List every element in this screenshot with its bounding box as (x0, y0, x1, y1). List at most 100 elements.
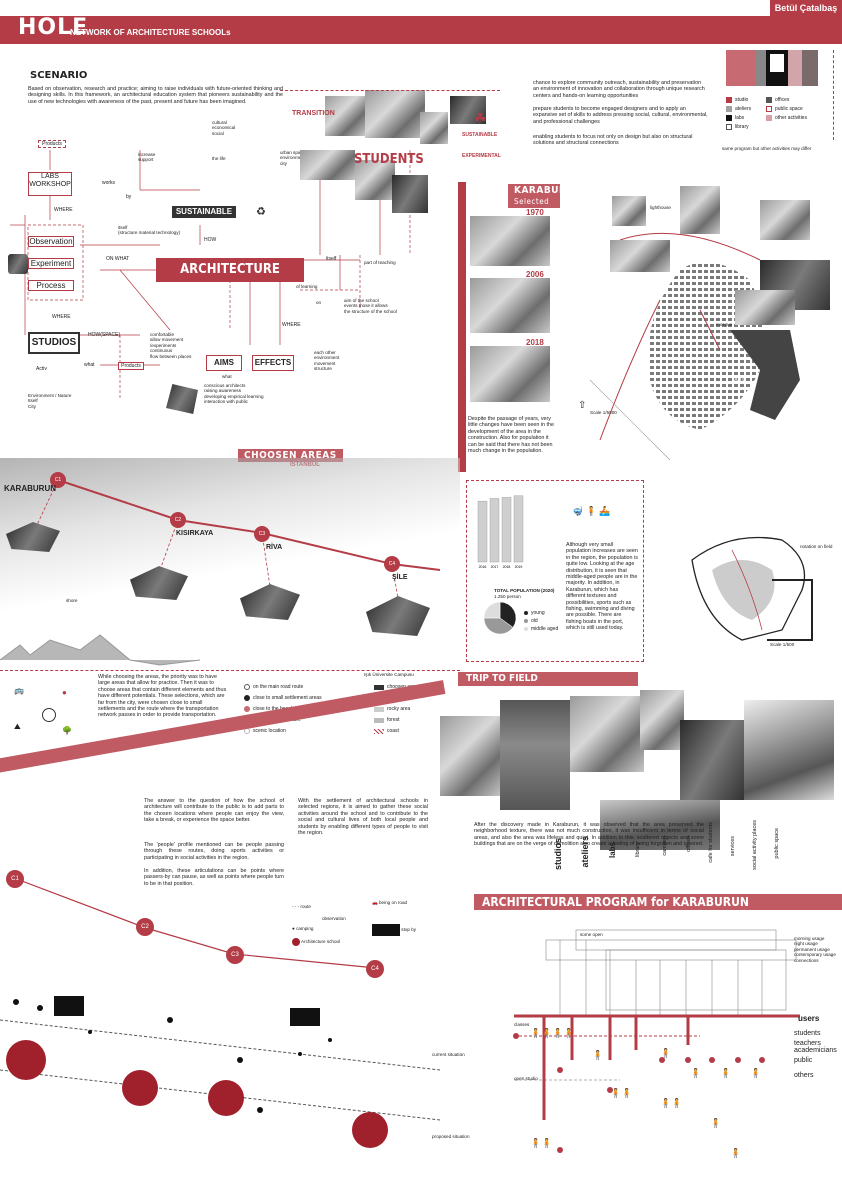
station-current: current situation (432, 1052, 465, 1057)
chosen-c2-label: C2 (174, 517, 182, 523)
program-col-canteen: canteen (662, 836, 668, 856)
collage-students: STUDENTS (354, 152, 424, 167)
collage-photo-1 (325, 96, 365, 136)
program-structure (513, 929, 800, 1153)
diagram-cultural: cultural economical social (212, 120, 236, 136)
station-route (13, 877, 377, 969)
diagram-works: works (102, 180, 116, 186)
legend-studio: studio (726, 97, 748, 103)
program-col-studios: studios (553, 838, 563, 871)
collage-photo-5 (300, 150, 355, 180)
label-lighthouse: lighthouse (650, 205, 671, 210)
population-bar (477, 500, 488, 563)
diagram-on: on (316, 300, 322, 305)
trip-photo-1 (440, 716, 502, 796)
collage-photo-7 (392, 175, 428, 213)
program-people-icons: 🧍🧍 🧍🧍 🧍 🧍 🧍 🧍 🧍 🧍🧍 🧍🧍 🧍 🧍🧍 🧍 (530, 1028, 762, 1158)
diagram-labs-label: LABS WORKSHOP (29, 173, 71, 188)
station-c4: C4 (366, 960, 384, 978)
diagram-arch-school-label: ARCHITECTURE SCHOOL (180, 262, 280, 301)
diagram-what2: what (222, 374, 232, 379)
program-legend-connections: connections (794, 957, 819, 963)
year-2006: 2006 (526, 270, 544, 279)
karaburun-photo-6 (735, 290, 795, 325)
chosen-legend-item-4: scenic location (244, 728, 364, 734)
station-c1: C1 (6, 870, 24, 888)
station-c3: C3 (226, 946, 244, 964)
diagram-activ: Activ (36, 366, 47, 372)
program-legend-night: night usage (794, 941, 818, 947)
population-bar-label: 2018 (503, 565, 511, 569)
header-bar (0, 16, 842, 44)
diagram-urban: urban space environment city (280, 150, 306, 166)
diagram-sustainable: SUSTAINABLE (172, 206, 236, 218)
chosen-c2-name: KISIRKAYA (176, 530, 214, 537)
diagram-aim: aim of the school events those it allows… (344, 298, 397, 314)
legend-ateliers: ateliers (726, 106, 751, 112)
trip-photo-2 (500, 700, 570, 810)
station-text-4: With the settlement of architectural sch… (298, 798, 428, 837)
station-legend-route: - - - route (292, 904, 311, 909)
program-col-offices: offices (686, 836, 692, 852)
diagram-comfortable: comfortable allow movement /experiments … (150, 332, 192, 359)
station-text-1: The answer to the question of how the sc… (144, 798, 284, 824)
population-pie-chart (483, 601, 517, 635)
chosen-c1: C1 (50, 472, 66, 488)
chosen-c2: C2 (170, 512, 186, 528)
diagram-arch-school: ARCHITECTURE SCHOOL (156, 258, 304, 301)
pie-legend-middle: middle aged (524, 626, 558, 632)
chosen-c4: C4 (384, 556, 400, 572)
population-scale: Scale 1/500 (770, 642, 795, 647)
population-bar (489, 498, 500, 563)
scenario-right-3: enabling students to focus not only on d… (533, 134, 693, 147)
station-c2: C2 (136, 918, 154, 936)
program-title-band (474, 894, 842, 910)
diagram-experiment: Experiment (28, 258, 74, 269)
karaburun-photo-4 (610, 240, 670, 272)
chosen-diagram-icons: 🚌 ● ⛰ 🌳 (14, 686, 72, 735)
population-text: Although very small population increases… (566, 542, 638, 632)
program-row-classes: classes (514, 1022, 530, 1027)
chosen-campus: Işık Üniversite Campusu (364, 672, 414, 677)
users-others: others (794, 1072, 814, 1079)
legend-public-space: public space (766, 106, 803, 112)
concept-diagram-lines (10, 150, 411, 400)
program-col-library: library (635, 842, 641, 857)
diagram-env: Environment / Nature Itself City (28, 393, 72, 409)
program-row-open-studio: open studio (514, 1076, 538, 1081)
program-col-public: public space (774, 828, 780, 859)
chosen-c4-label: C4 (388, 561, 396, 567)
station-legend: - - - route 🚗 being on road observation … (292, 900, 442, 964)
map-2006 (470, 278, 550, 333)
trip-photo-3 (570, 696, 644, 772)
diagram-hand-sketch (8, 254, 28, 274)
users-students: students (794, 1030, 821, 1037)
station-text-3: In addition, these articulations can be … (144, 868, 284, 887)
legend-note: same program but other activities may di… (722, 146, 812, 151)
diagram-sketch-model (166, 384, 198, 414)
scenario-intro: Based on observation, research and pract… (28, 86, 283, 105)
pie-legend-young: young (524, 610, 558, 616)
trip-photo-5 (680, 720, 744, 800)
legend-dashline (833, 50, 834, 140)
diagram-how: HOW (204, 237, 217, 243)
station-text-2: The 'people' profile mentioned can be pe… (144, 842, 284, 861)
diagram-conscious: conscious architects raising awareness d… (204, 383, 264, 405)
trip-photo-7 (600, 800, 720, 850)
diagram-labs: LABS WORKSHOP (28, 172, 72, 196)
trip-title-band (458, 672, 638, 686)
population-bar (501, 497, 512, 563)
diagram-on-what: ON WHAT (106, 256, 130, 262)
diagram-products: Products (38, 140, 66, 148)
station-legend-school: Architecture school (292, 938, 340, 946)
station-situations (0, 996, 441, 1148)
users-list: students teachers academicians public ot… (794, 1030, 842, 1082)
karaburun-title: KARABURUN (514, 185, 583, 196)
pie-legend: young old middle aged (524, 610, 558, 634)
diagram-increase: increase support (138, 152, 156, 163)
map-1970 (470, 216, 550, 266)
program-legend: morning usage night usage permanent usag… (794, 936, 842, 963)
population-title: TOTAL POPULATION (2020) (494, 588, 555, 593)
diagram-observation: Observation (28, 236, 74, 247)
map-2018 (470, 346, 550, 402)
